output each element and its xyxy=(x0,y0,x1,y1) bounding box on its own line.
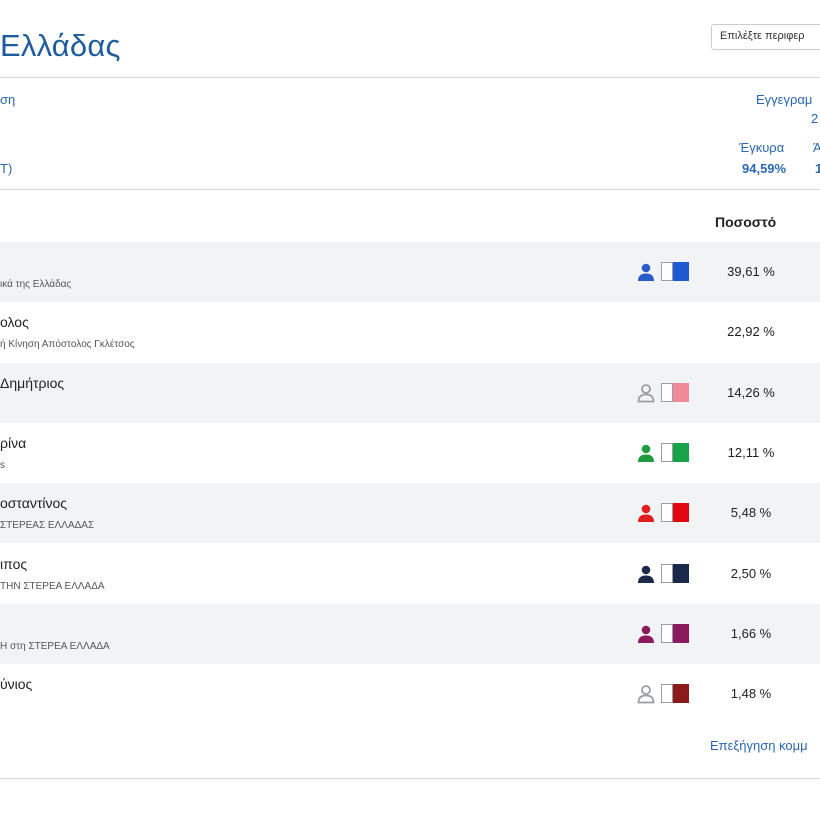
candidate-percent: 22,92 % xyxy=(727,324,775,340)
person-icon xyxy=(636,383,656,403)
person-icon xyxy=(636,564,656,584)
extra-value: 1 xyxy=(815,161,820,176)
percent-column-header: Ποσοστό xyxy=(715,214,777,230)
party-color-icon xyxy=(661,623,689,643)
registered-label: Εγγεγραμ xyxy=(756,92,813,107)
summary-left-top[interactable]: ση xyxy=(0,92,16,107)
candidate-party: ικά της Ελλάδας xyxy=(0,279,72,290)
candidate-party: ΤΗΝ ΣΤΕΡΕΑ ΕΛΛΑΔΑ xyxy=(0,580,105,592)
candidate-name: Δημήτριος xyxy=(0,374,65,391)
divider xyxy=(0,778,820,779)
party-color-icon xyxy=(661,442,689,462)
person-icon xyxy=(636,262,656,282)
candidate-row: ολος ή Κίνηση Απόστολος Γκλέτσος 22,92 % xyxy=(0,302,820,362)
candidate-percent: 1,66 % xyxy=(730,625,772,641)
candidate-name: οσταντίνος xyxy=(0,495,68,512)
candidate-name: ολος xyxy=(0,314,29,331)
candidate-name: ρίνα xyxy=(0,434,27,451)
candidate-party: Η στη ΣΤΕΡΕΑ ΕΛΛΑΔΑ xyxy=(0,640,110,652)
region-select[interactable]: Επιλέξτε περιφερ xyxy=(711,24,820,50)
candidate-percent: 39,61 % xyxy=(727,264,775,279)
candidate-row: ύνιος 1,48 % xyxy=(0,664,820,724)
candidate-row: ιπος ΤΗΝ ΣΤΕΡΕΑ ΕΛΛΑΔΑ 2,50 % xyxy=(0,544,820,604)
party-color-icon xyxy=(661,262,689,281)
explain-link[interactable]: Επεξήγηση κομμ xyxy=(710,738,808,753)
candidate-percent: 1,48 % xyxy=(730,686,772,702)
candidate-row: Η στη ΣΤΕΡΕΑ ΕΛΛΑΔΑ 1,66 % xyxy=(0,603,820,664)
valid-value: 94,59% xyxy=(742,161,787,176)
candidate-percent: 2,50 % xyxy=(730,565,772,581)
person-icon xyxy=(636,684,656,704)
divider xyxy=(0,189,820,190)
candidate-row: Δημήτριος 14,26 % xyxy=(0,362,820,423)
candidate-percent: 12,11 % xyxy=(727,444,775,460)
person-icon xyxy=(636,503,656,523)
candidate-percent: 5,48 % xyxy=(730,505,772,521)
registered-value: 2 xyxy=(811,111,819,126)
candidate-row: οσταντίνος ΣΤΕΡΕΑΣ ΕΛΛΑΔΑΣ 5,48 % xyxy=(0,483,820,544)
party-color-icon xyxy=(661,684,689,704)
party-color-icon xyxy=(661,382,689,402)
party-color-icon xyxy=(661,503,689,523)
region-select-label: Επιλέξτε περιφερ xyxy=(720,30,805,42)
person-icon xyxy=(636,624,656,644)
person-icon xyxy=(636,443,656,463)
candidate-row: ικά της Ελλάδας 39,61 % xyxy=(0,242,820,302)
divider xyxy=(0,77,820,78)
candidate-party: ΣΤΕΡΕΑΣ ΕΛΛΑΔΑΣ xyxy=(0,520,95,532)
party-color-icon xyxy=(661,563,689,583)
candidate-percent: 14,26 % xyxy=(727,384,775,400)
candidate-party: ή Κίνηση Απόστολος Γκλέτσος xyxy=(0,339,135,351)
candidate-row: ρίνα s 12,11 % xyxy=(0,423,820,483)
valid-label: Έγκυρα xyxy=(739,140,785,155)
candidate-party: s xyxy=(0,459,5,471)
summary-left-bottom[interactable]: Τ) xyxy=(0,161,13,176)
candidate-name: ιπος xyxy=(0,555,28,572)
extra-label: Ά xyxy=(813,140,820,155)
page-title: Ελλάδας xyxy=(0,28,121,63)
candidate-name: ύνιος xyxy=(0,676,33,693)
